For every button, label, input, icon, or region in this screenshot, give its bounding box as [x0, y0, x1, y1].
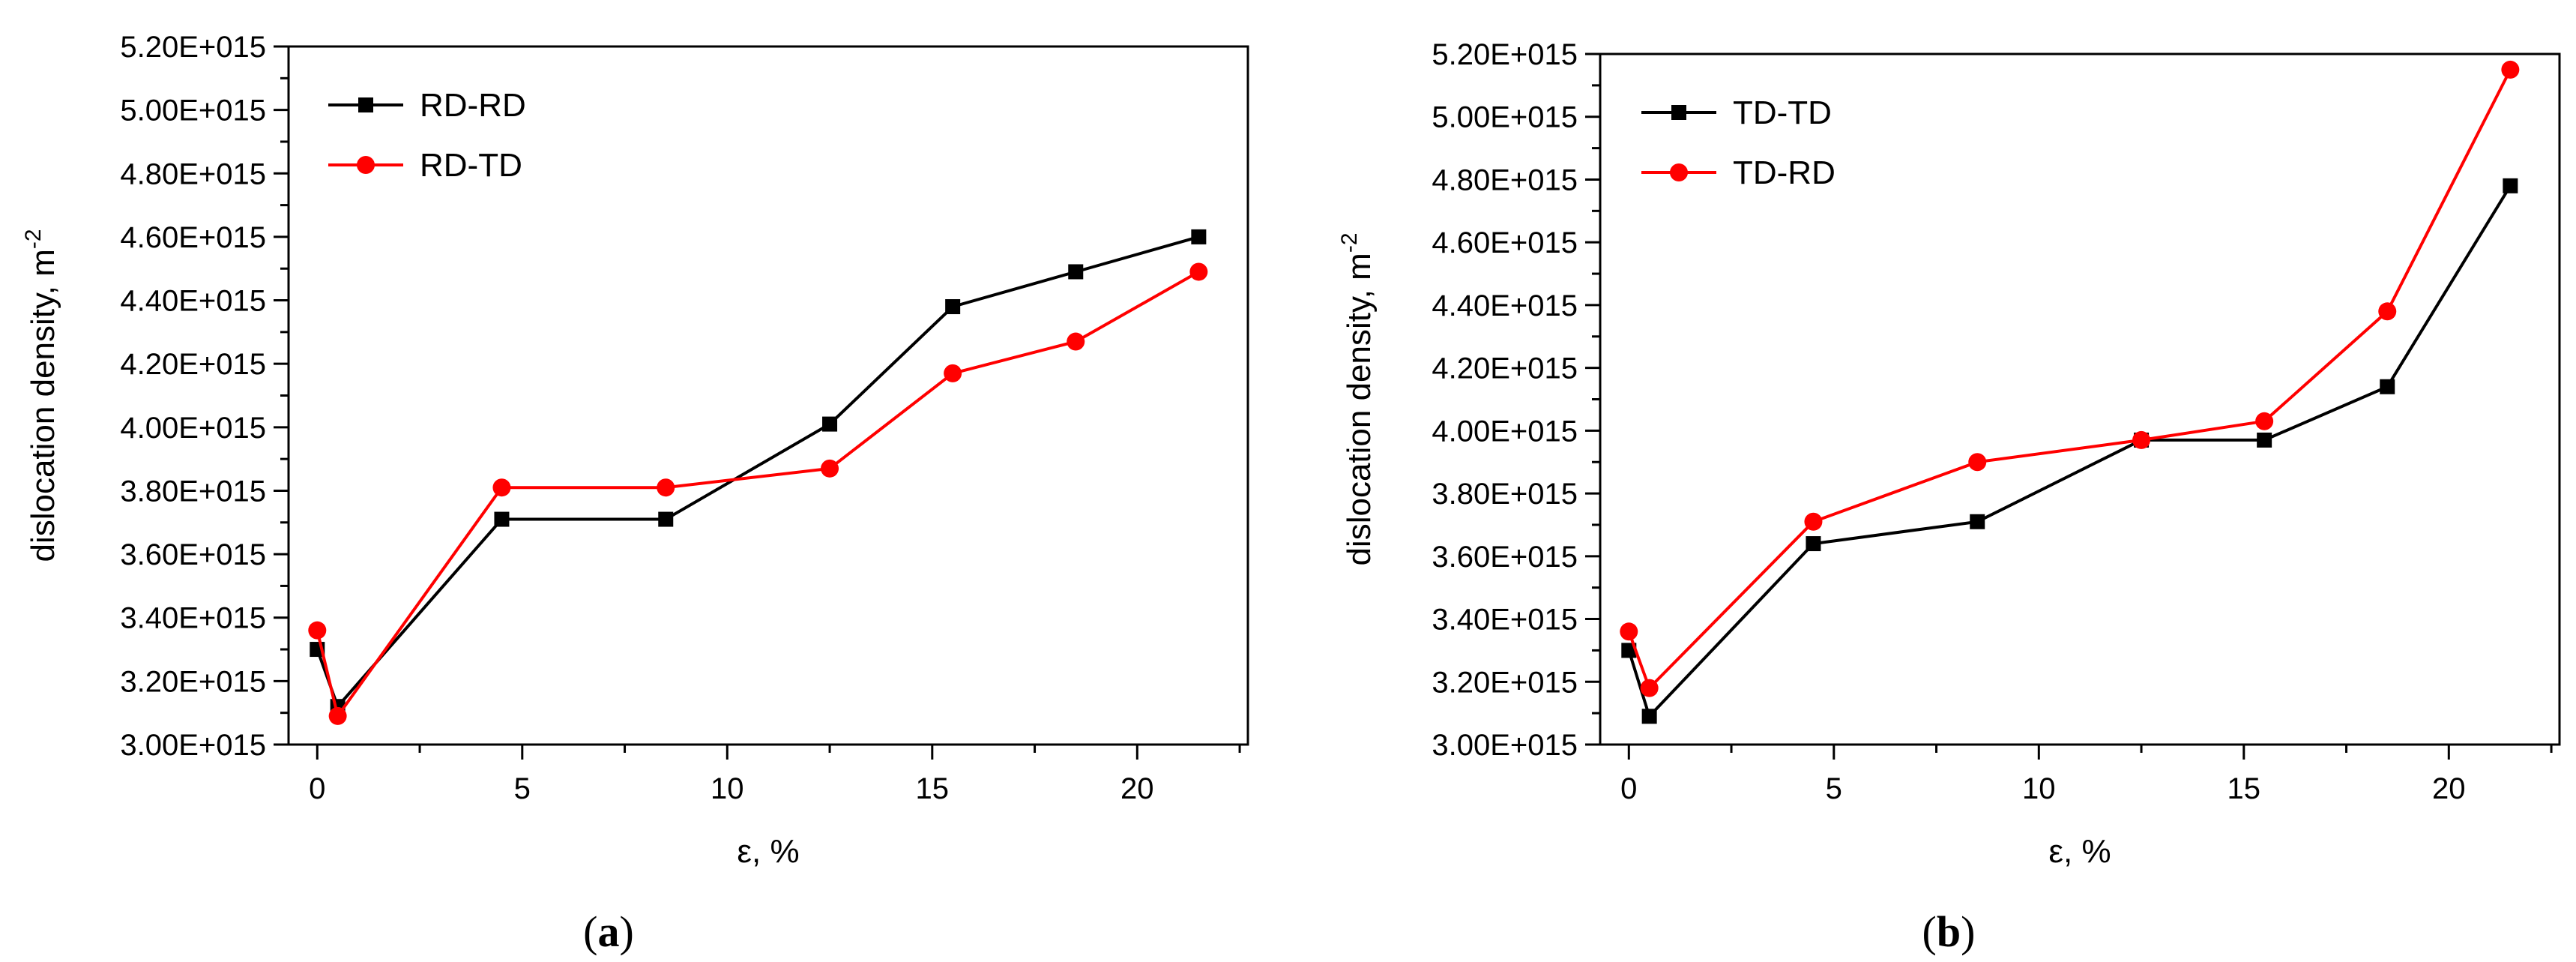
data-point-td-rd [1620, 622, 1638, 641]
data-point-rd-rd [945, 299, 961, 315]
data-point-td-td [2257, 432, 2272, 448]
panel-b: 0 5 10 15 20 3.00E+015 3.20E+015 3.40E+015 3.60E… [1337, 38, 2561, 956]
y-axis-label-superscript: -2 [21, 229, 46, 249]
y-tick-label: 4.60E+015 [120, 221, 266, 254]
y-tick-label: 4.00E+015 [1432, 415, 1578, 448]
data-point-td-rd [2378, 302, 2397, 321]
y-axis-label-text: dislocation density, m [1341, 253, 1378, 565]
y-tick-label: 5.20E+015 [1432, 38, 1578, 71]
legend-label: TD-TD [1733, 94, 1832, 131]
series-line-rd-td [316, 270, 1200, 720]
y-tick-label: 4.40E+015 [1432, 289, 1578, 322]
data-point-td-td [1806, 536, 1821, 552]
legend-marker [1671, 105, 1686, 120]
legend-marker [357, 156, 375, 174]
y-tick-label: 4.20E+015 [1432, 352, 1578, 385]
legend-label: RD-TD [420, 147, 522, 184]
data-point-rd-td [1067, 332, 1085, 351]
y-tick-label: 4.20E+015 [120, 348, 266, 381]
x-tick-label: 0 [309, 772, 325, 805]
x-tick-label: 15 [916, 772, 950, 805]
data-point-td-rd [2501, 60, 2520, 79]
y-tick-label: 3.20E+015 [120, 665, 266, 698]
data-point-rd-rd [1191, 229, 1207, 244]
data-point-rd-rd [822, 416, 838, 432]
x-tick-label: 0 [1620, 772, 1637, 805]
y-tick-label: 3.60E+015 [1432, 541, 1578, 574]
y-tick-label: 4.40E+015 [120, 285, 266, 318]
data-point-td-td [1641, 709, 1657, 724]
data-point-rd-rd [494, 511, 510, 527]
x-axis-label: ε, % [737, 833, 799, 870]
y-axis-label: dislocation density, m-2 [21, 229, 61, 562]
y-tick-label: 4.80E+015 [120, 157, 266, 190]
data-point-rd-td [657, 478, 675, 497]
panel-a: 0 5 10 15 20 3.00E+015 3.20E+015 3.40E+015 3.60E… [21, 31, 1249, 956]
legend-label: TD-RD [1733, 154, 1836, 191]
y-tick-label: 4.80E+015 [1432, 163, 1578, 196]
data-point-rd-rd [1068, 264, 1084, 280]
data-point-td-td [2503, 178, 2518, 193]
x-tick-label: 20 [2432, 772, 2466, 805]
y-tick-label: 3.40E+015 [1432, 604, 1578, 637]
y-axis-label-text: dislocation density, m [25, 249, 61, 562]
data-point-rd-rd [658, 511, 674, 527]
x-tick-label: 15 [2227, 772, 2261, 805]
y-tick-label: 4.60E+015 [1432, 226, 1578, 259]
data-point-td-rd [1640, 679, 1659, 697]
data-point-td-rd [2255, 412, 2274, 430]
data-point-td-rd [1968, 453, 1987, 472]
y-axis-label-superscript: -2 [1337, 232, 1362, 253]
y-tick-label: 5.20E+015 [120, 31, 266, 64]
y-tick-label: 5.00E+015 [1432, 101, 1578, 134]
x-tick-label: 20 [1120, 772, 1154, 805]
x-tick-label: 10 [711, 772, 744, 805]
data-point-td-rd [1804, 512, 1823, 531]
x-tick-label: 5 [1826, 772, 1842, 805]
data-point-td-td [1621, 643, 1637, 658]
data-point-td-td [2380, 379, 2395, 394]
panel-label-letter: a [598, 907, 620, 956]
data-point-rd-td [308, 621, 327, 640]
y-tick-label: 3.00E+015 [120, 729, 266, 762]
series-line-td-td [1627, 184, 2512, 720]
data-point-rd-td [821, 459, 839, 478]
data-point-rd-td [492, 478, 511, 497]
y-tick-label: 3.40E+015 [120, 602, 266, 635]
legend-marker [1670, 163, 1688, 181]
x-tick-label: 5 [514, 772, 531, 805]
y-tick-label: 3.20E+015 [1432, 666, 1578, 699]
panel-label: (b) [1922, 907, 1976, 956]
x-axis-label: ε, % [2048, 833, 2111, 870]
y-axis-label: dislocation density, m-2 [1337, 232, 1378, 565]
series-line-rd-rd [316, 235, 1199, 710]
panel-label: (a) [583, 907, 634, 956]
y-tick-label: 3.80E+015 [1432, 478, 1578, 511]
y-tick-label: 3.80E+015 [120, 475, 266, 508]
y-tick-label: 4.00E+015 [120, 412, 266, 445]
data-point-rd-td [1189, 262, 1208, 281]
data-point-td-rd [2132, 430, 2151, 449]
data-point-td-td [1970, 514, 1985, 529]
panel-label-letter: b [1937, 907, 1961, 956]
y-tick-label: 5.00E+015 [120, 94, 266, 127]
data-point-rd-td [328, 706, 347, 725]
series-line-td-rd [1627, 68, 2512, 691]
legend-marker [358, 97, 373, 112]
y-tick-label: 3.60E+015 [120, 538, 266, 571]
legend-label: RD-RD [420, 87, 526, 124]
x-tick-label: 10 [2022, 772, 2056, 805]
data-point-rd-td [944, 364, 962, 382]
y-tick-label: 3.00E+015 [1432, 729, 1578, 762]
